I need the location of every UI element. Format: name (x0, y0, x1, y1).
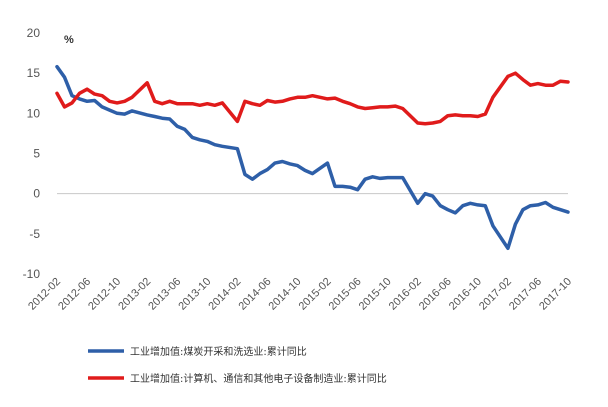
x-tick-label: 2013-10 (176, 276, 213, 313)
legend-label-coal: 工业增加值:煤炭开采和洗选业:累计同比 (130, 345, 307, 358)
series-line-electronics (55, 71, 570, 126)
x-tick-label: 2012-02 (26, 276, 63, 313)
x-tick-label: 2015-06 (327, 276, 364, 313)
x-tick-label: 2016-02 (387, 276, 424, 313)
x-tick-label: 2012-06 (56, 276, 93, 313)
x-tick-label: 2013-02 (116, 276, 153, 313)
x-tick-label: 2014-06 (236, 276, 273, 313)
x-tick-label: 2015-10 (357, 276, 394, 313)
x-tick-label: 2013-06 (146, 276, 183, 313)
x-tick-label: 2016-06 (417, 276, 454, 313)
legend: 工业增加值:煤炭开采和洗选业:累计同比 工业增加值:计算机、通信和其他电子设备制… (88, 345, 387, 385)
y-tick-label: 20 (27, 26, 41, 40)
y-axis-unit-label: % (64, 34, 74, 46)
x-tick-label: 2014-10 (267, 276, 304, 313)
series-layer (55, 64, 570, 251)
y-tick-label: 5 (33, 147, 40, 161)
legend-label-electronics: 工业增加值:计算机、通信和其他电子设备制造业:累计同比 (130, 372, 387, 385)
x-tick-label: 2017-02 (477, 276, 514, 313)
y-tick-label: 15 (27, 66, 41, 80)
x-tick-label: 2017-10 (537, 276, 574, 313)
x-tick-label: 2014-02 (206, 276, 243, 313)
series-line-coal-mining (55, 64, 570, 251)
x-tick-label: 2017-06 (507, 276, 544, 313)
y-tick-label: 0 (33, 187, 40, 201)
y-tick-label: 10 (27, 106, 41, 120)
x-tick-label: 2012-10 (86, 276, 123, 313)
y-axis-tick-labels: 20 15 10 5 0 -5 -10 (23, 26, 41, 281)
y-tick-label: -5 (29, 227, 40, 241)
x-axis-tick-labels: 2012-022012-062012-102013-022013-062013-… (26, 276, 574, 313)
x-tick-label: 2016-10 (447, 276, 484, 313)
y-tick-label: -10 (23, 267, 41, 281)
x-tick-label: 2015-02 (297, 276, 334, 313)
